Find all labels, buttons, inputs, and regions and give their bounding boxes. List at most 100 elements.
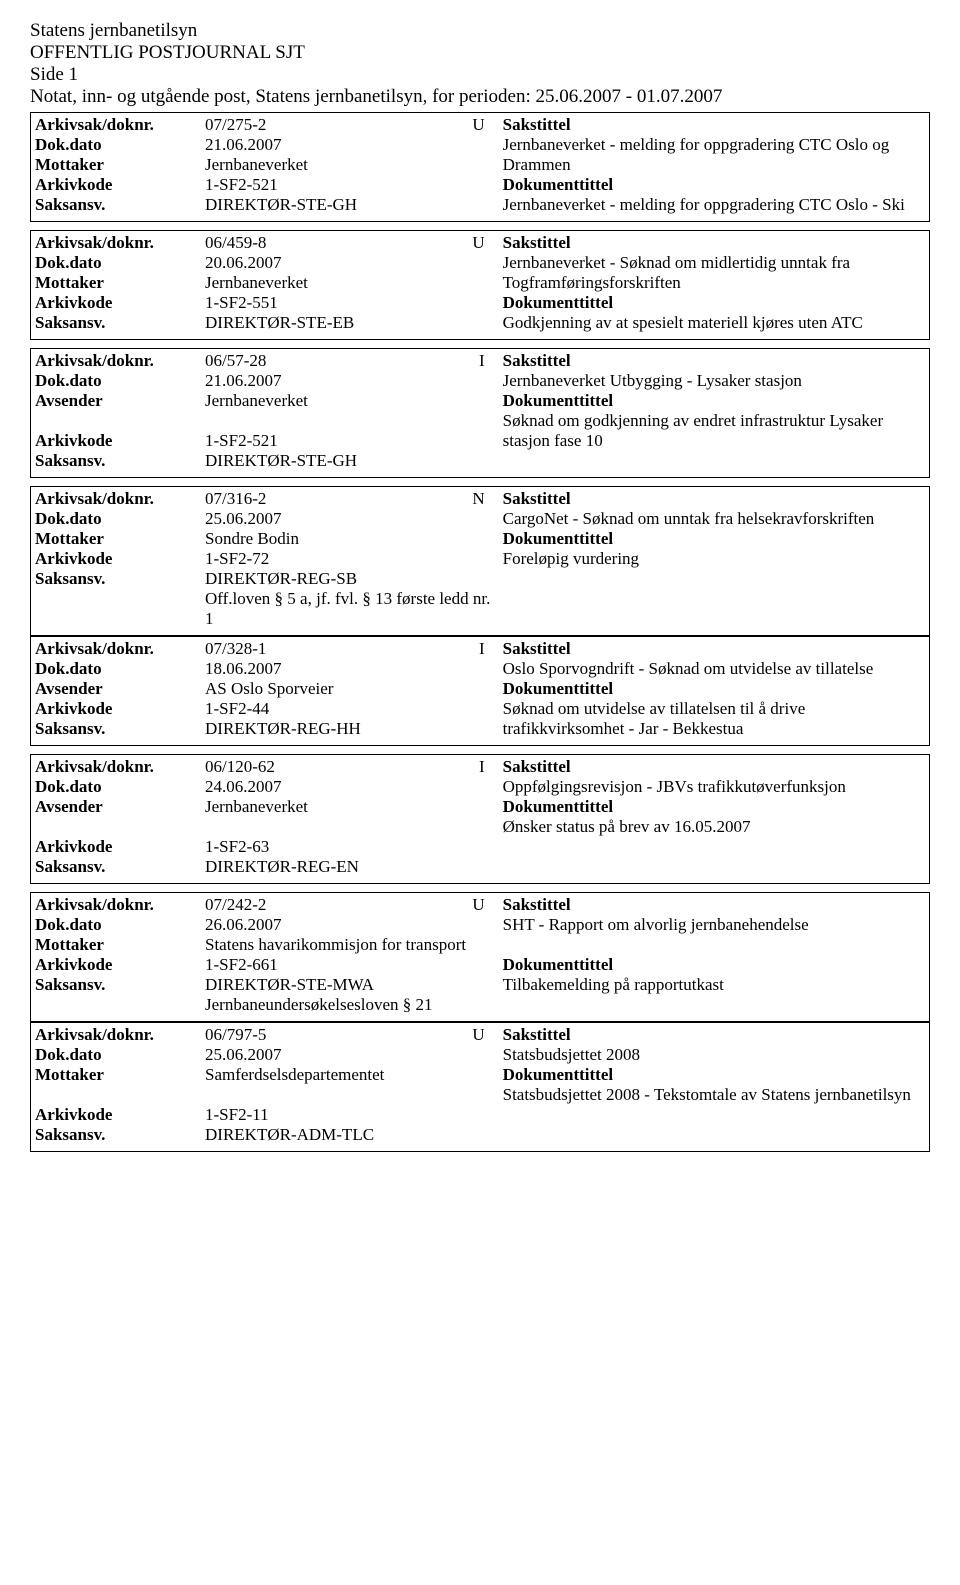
header-title: OFFENTLIG POSTJOURNAL SJT: [30, 42, 930, 64]
dokumenttittel-label: Dokumenttittel: [503, 175, 925, 195]
saksansv-label: Saksansv.: [35, 569, 205, 589]
dokdato-value: 25.06.2007: [205, 1045, 493, 1065]
dokdato-label: Dok.dato: [35, 659, 205, 679]
sakstittel-label: Sakstittel: [503, 639, 925, 659]
journal-entry: Arkivsak/doknr.06/120-62IDok.dato24.06.2…: [30, 754, 930, 884]
party-label: Avsender: [35, 679, 205, 699]
entry-left-col: Arkivsak/doknr.06/120-62IDok.dato24.06.2…: [35, 757, 503, 877]
arkivsak-value: 07/275-2: [205, 115, 455, 135]
dokumenttittel-value: Godkjenning av at spesielt materiell kjø…: [503, 313, 925, 333]
sakstittel-label: Sakstittel: [503, 757, 925, 777]
arkivkode-value: 1-SF2-72: [205, 549, 493, 569]
arkivsak-label: Arkivsak/doknr.: [35, 639, 205, 659]
entry-left-col: Arkivsak/doknr.07/328-1IDok.dato18.06.20…: [35, 639, 503, 739]
sakstittel-value: Jernbaneverket Utbygging - Lysaker stasj…: [503, 371, 925, 391]
saksansv-value: DIREKTØR-ADM-TLC: [205, 1125, 493, 1145]
entry-right-col: SakstittelJernbaneverket Utbygging - Lys…: [503, 351, 925, 471]
saksansv-value: DIREKTØR-REG-SB: [205, 569, 493, 589]
dokumenttittel-value: Ønsker status på brev av 16.05.2007: [503, 817, 925, 837]
dokdato-value: 25.06.2007: [205, 509, 493, 529]
entries-list: Arkivsak/doknr.07/275-2UDok.dato21.06.20…: [30, 112, 930, 1152]
doctype-letter: I: [455, 351, 493, 371]
saksansv-label: Saksansv.: [35, 1125, 205, 1145]
blank-line: [35, 817, 493, 837]
sakstittel-label: Sakstittel: [503, 351, 925, 371]
saksansv-value: DIREKTØR-STE-GH: [205, 195, 493, 215]
arkivsak-value: 07/316-2: [205, 489, 455, 509]
doctype-letter: U: [455, 1025, 493, 1045]
arkivsak-label: Arkivsak/doknr.: [35, 489, 205, 509]
party-label: Mottaker: [35, 273, 205, 293]
sakstittel-label: Sakstittel: [503, 233, 925, 253]
dokumenttittel-label: Dokumenttittel: [503, 293, 925, 313]
arkivsak-value: 07/242-2: [205, 895, 455, 915]
arkivsak-label: Arkivsak/doknr.: [35, 115, 205, 135]
journal-entry: Arkivsak/doknr.07/275-2UDok.dato21.06.20…: [30, 112, 930, 222]
dokumenttittel-label: Dokumenttittel: [503, 529, 925, 549]
arkivkode-value: 1-SF2-521: [205, 431, 493, 451]
dokdato-value: 26.06.2007: [205, 915, 493, 935]
extra-line: Jernbaneundersøkelsesloven § 21: [205, 995, 493, 1015]
party-value: Statens havarikommisjon for transport: [205, 935, 493, 955]
doctype-letter: U: [455, 115, 493, 135]
arkivkode-value: 1-SF2-661: [205, 955, 493, 975]
arkivkode-label: Arkivkode: [35, 955, 205, 975]
arkivkode-label: Arkivkode: [35, 837, 205, 857]
arkivsak-value: 06/797-5: [205, 1025, 455, 1045]
doctype-letter: I: [455, 639, 493, 659]
party-value: Jernbaneverket: [205, 273, 493, 293]
arkivsak-label: Arkivsak/doknr.: [35, 1025, 205, 1045]
entry-left-col: Arkivsak/doknr.07/275-2UDok.dato21.06.20…: [35, 115, 503, 215]
party-value: Jernbaneverket: [205, 391, 493, 411]
entry-right-col: SakstittelJernbaneverket - melding for o…: [503, 115, 925, 215]
extra-line: Off.loven § 5 a, jf. fvl. § 13 første le…: [205, 589, 493, 629]
page-header: Statens jernbanetilsyn OFFENTLIG POSTJOU…: [30, 20, 930, 108]
saksansv-label: Saksansv.: [35, 975, 205, 995]
journal-entry: Arkivsak/doknr.06/57-28IDok.dato21.06.20…: [30, 348, 930, 478]
dokumenttittel-label: Dokumenttittel: [503, 391, 925, 411]
entry-right-col: SakstittelJernbaneverket - Søknad om mid…: [503, 233, 925, 333]
party-value: Jernbaneverket: [205, 155, 493, 175]
doctype-letter: U: [455, 233, 493, 253]
journal-entry: Arkivsak/doknr.06/459-8UDok.dato20.06.20…: [30, 230, 930, 340]
entry-left-col: Arkivsak/doknr.06/797-5U Dok.dato25.06.20…: [35, 1025, 503, 1145]
doctype-letter: I: [455, 757, 493, 777]
arkivsak-label: Arkivsak/doknr.: [35, 351, 205, 371]
entry-right-col: SakstittelOppfølgingsrevisjon - JBVs tra…: [503, 757, 925, 877]
saksansv-label: Saksansv.: [35, 719, 205, 739]
dokumenttittel-label: Dokumenttittel: [503, 955, 925, 975]
header-org: Statens jernbanetilsyn: [30, 20, 930, 42]
arkivkode-label: Arkivkode: [35, 549, 205, 569]
party-label: Mottaker: [35, 529, 205, 549]
arkivkode-value: 1-SF2-11: [205, 1105, 493, 1125]
dokdato-label: Dok.dato: [35, 777, 205, 797]
header-page: Side 1: [30, 64, 930, 86]
dokumenttittel-value: Søknad om godkjenning av endret infrastr…: [503, 411, 925, 451]
arkivsak-value: 06/120-62: [205, 757, 455, 777]
saksansv-value: DIREKTØR-REG-EN: [205, 857, 493, 877]
dokdato-label: Dok.dato: [35, 253, 205, 273]
journal-entry: Arkivsak/doknr.07/328-1IDok.dato18.06.20…: [30, 636, 930, 746]
arkivsak-label: Arkivsak/doknr.: [35, 757, 205, 777]
dokdato-label: Dok.dato: [35, 1045, 205, 1065]
arkivsak-value: 06/459-8: [205, 233, 455, 253]
doctype-letter: N: [455, 489, 493, 509]
arkivkode-value: 1-SF2-63: [205, 837, 493, 857]
party-label: Avsender: [35, 797, 205, 817]
journal-entry: Arkivsak/doknr.07/316-2NDok.dato25.06.20…: [30, 486, 930, 636]
entry-right-col: SakstittelCargoNet - Søknad om unntak fr…: [503, 489, 925, 629]
arkivkode-label: Arkivkode: [35, 431, 205, 451]
saksansv-value: DIREKTØR-STE-GH: [205, 451, 493, 471]
dokumenttittel-value: Statsbudsjettet 2008 - Tekstomtale av St…: [503, 1085, 925, 1105]
arkivkode-label: Arkivkode: [35, 293, 205, 313]
dokdato-value: 21.06.2007: [205, 135, 493, 155]
entry-left-col: Arkivsak/doknr.07/316-2NDok.dato25.06.20…: [35, 489, 503, 629]
arkivkode-label: Arkivkode: [35, 1105, 205, 1125]
sakstittel-value: Jernbaneverket - Søknad om midlertidig u…: [503, 253, 925, 293]
arkivsak-value: 07/328-1: [205, 639, 455, 659]
saksansv-label: Saksansv.: [35, 857, 205, 877]
sakstittel-label: Sakstittel: [503, 1025, 925, 1045]
arkivkode-value: 1-SF2-551: [205, 293, 493, 313]
saksansv-label: Saksansv.: [35, 451, 205, 471]
sakstittel-value: Oslo Sporvogndrift - Søknad om utvidelse…: [503, 659, 925, 679]
